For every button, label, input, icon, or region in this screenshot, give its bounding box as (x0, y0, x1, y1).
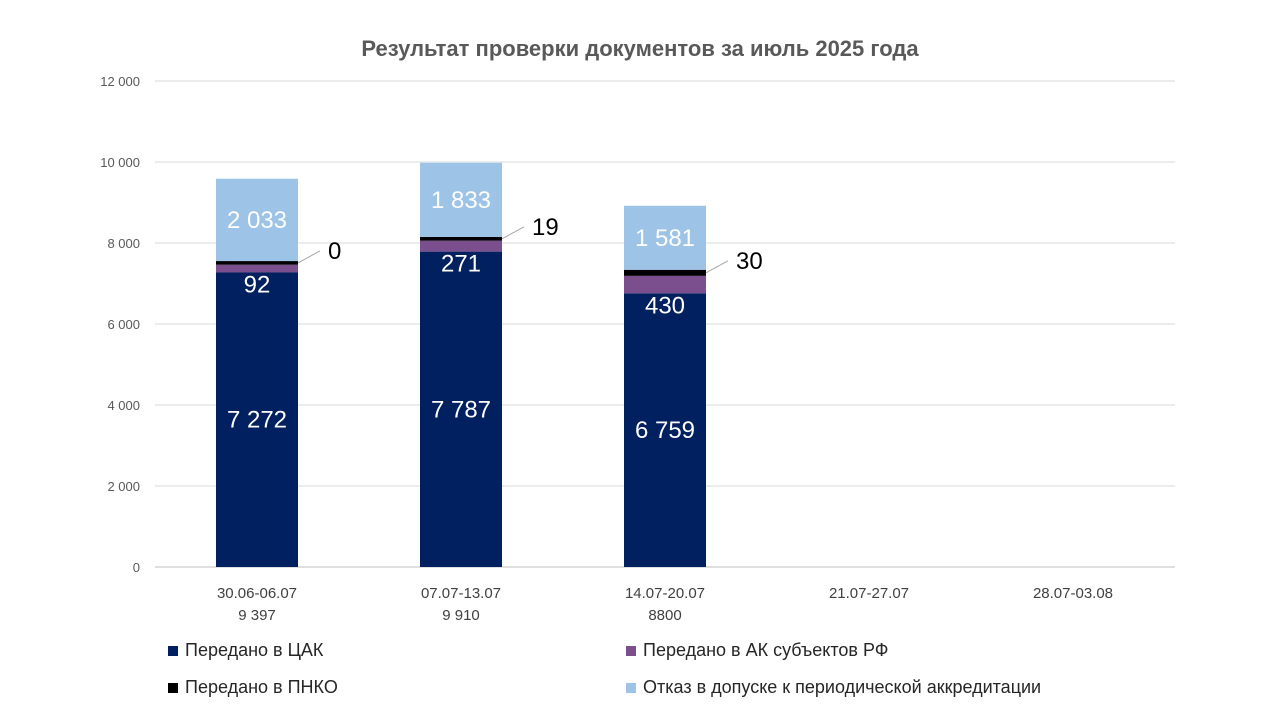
legend-swatch-ak-subjects (626, 645, 636, 656)
legend-item-ak-subjects: Передано в АК субъектов РФ (626, 640, 888, 661)
y-tick-label: 12 000 (100, 74, 140, 89)
legend-swatch-pnko (168, 682, 178, 693)
y-tick-label: 10 000 (100, 155, 140, 170)
legend-label-refusal: Отказ в допуске к периодической аккредит… (643, 677, 1042, 697)
legend-item-cak: Передано в ЦАК (168, 640, 323, 661)
y-tick-label: 6 000 (107, 317, 140, 332)
y-tick-label: 2 000 (107, 479, 140, 494)
bar-segment (624, 275, 706, 294)
bar-segment (420, 162, 502, 238)
legend-swatch-cak (168, 645, 178, 656)
bar-segment (624, 269, 706, 276)
bar-segment (216, 261, 298, 265)
bar-segment (420, 251, 502, 567)
data-label: 1 833 (431, 187, 491, 214)
leader-line (501, 226, 525, 240)
x-tick-label: 30.06-06.07 (217, 585, 297, 602)
bar-segment (624, 293, 706, 567)
data-label: 1 581 (635, 225, 695, 252)
chart-title: Результат проверки документов за июль 20… (361, 36, 919, 61)
x-tick-total: 9 910 (442, 607, 480, 624)
legend-item-refusal: Отказ в допуске к периодической аккредит… (626, 677, 1041, 698)
bar-segment (216, 178, 298, 262)
bar-segment (624, 205, 706, 270)
data-label: 92 (244, 271, 271, 298)
legend-label-pnko: Передано в ПНКО (185, 677, 338, 697)
leader-line (705, 260, 729, 274)
x-tick-label: 14.07-20.07 (625, 585, 705, 602)
bar-segment (420, 237, 502, 241)
x-tick-total: 8800 (648, 607, 681, 624)
y-tick-label: 4 000 (107, 398, 140, 413)
y-tick-label: 8 000 (107, 236, 140, 251)
legend-swatch-refusal (626, 682, 636, 693)
x-tick-label: 07.07-13.07 (421, 585, 501, 602)
data-label: 7 787 (431, 396, 491, 423)
data-label: 0 (328, 238, 341, 265)
leader-line (297, 250, 321, 264)
data-label: 7 272 (227, 407, 287, 434)
y-tick-label: 0 (133, 560, 140, 575)
legend-label-cak: Передано в ЦАК (185, 640, 324, 660)
data-label: 430 (645, 292, 685, 319)
chart-legend: Передано в ЦАК Передано в АК субъектов Р… (168, 640, 1168, 710)
data-label: 2 033 (227, 207, 287, 234)
x-tick-total: 9 397 (238, 607, 276, 624)
bar-segment (216, 264, 298, 273)
legend-label-ak-subjects: Передано в АК субъектов РФ (643, 640, 889, 660)
data-label: 19 (532, 214, 559, 241)
legend-item-pnko: Передано в ПНКО (168, 677, 338, 698)
data-label: 6 759 (635, 417, 695, 444)
bar-segment (420, 240, 502, 252)
data-label: 271 (441, 251, 481, 278)
bar-segment (216, 272, 298, 567)
data-label: 30 (736, 248, 763, 275)
x-tick-label: 28.07-03.08 (1033, 585, 1113, 602)
x-tick-label: 21.07-27.07 (829, 585, 909, 602)
